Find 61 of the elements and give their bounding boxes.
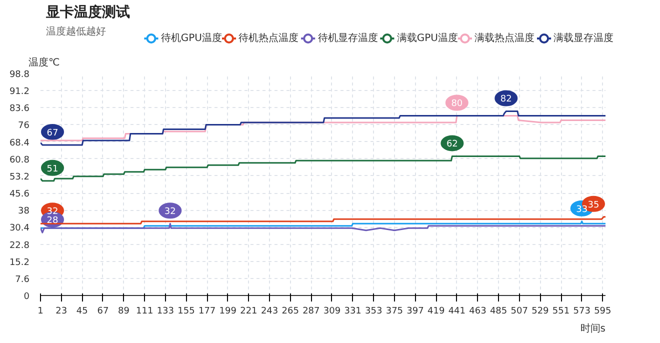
x-tick-label: 177 <box>198 306 216 316</box>
annotation: 33 <box>576 204 588 215</box>
chart-subtitle: 温度越低越好 <box>46 26 106 38</box>
x-tick-label: 1 <box>38 306 44 316</box>
y-tick-label: 53.2 <box>9 172 30 182</box>
y-tick-label: 76 <box>18 121 30 132</box>
y-tick-label: 30.4 <box>9 224 30 234</box>
legend-label: 满载GPU温度 <box>396 32 458 44</box>
x-tick-label: 353 <box>365 306 382 316</box>
annotation: 80 <box>451 99 463 110</box>
annotation: 67 <box>46 128 58 138</box>
x-tick-label: 573 <box>573 306 590 316</box>
legend-label: 待机热点温度 <box>238 32 299 44</box>
chart-title: 显卡温度测试 <box>44 4 130 20</box>
x-tick-label: 89 <box>118 306 130 316</box>
legend-label: 待机显存温度 <box>318 32 378 44</box>
x-tick-label: 529 <box>532 306 550 316</box>
y-tick-label: 91.2 <box>9 87 30 98</box>
annotation: 62 <box>446 140 458 150</box>
y-tick-label: 83.6 <box>9 104 30 114</box>
x-tick-label: 23 <box>56 306 68 316</box>
legend-label: 待机GPU温度 <box>160 32 222 44</box>
y-axis-title: 温度℃ <box>28 56 60 68</box>
x-tick-label: 309 <box>323 306 341 316</box>
annotation: 32 <box>164 207 176 218</box>
x-tick-label: 243 <box>260 306 278 316</box>
x-tick-label: 45 <box>76 306 88 316</box>
x-tick-label: 287 <box>302 306 320 316</box>
x-tick-label: 397 <box>406 306 424 316</box>
annotation: 35 <box>588 200 600 210</box>
x-tick-label: 419 <box>428 306 445 316</box>
x-tick-label: 221 <box>240 306 258 316</box>
y-tick-label: 7.6 <box>15 274 30 285</box>
legend-label: 满载显存温度 <box>554 32 614 44</box>
y-tick-label: 60.8 <box>9 155 30 166</box>
y-tick-label: 22.8 <box>9 240 30 251</box>
line-series <box>40 155 606 182</box>
x-tick-label: 595 <box>594 306 612 316</box>
y-tick-label: 15.2 <box>9 258 30 268</box>
x-tick-label: 551 <box>552 306 570 316</box>
x-tick-label: 199 <box>219 306 237 316</box>
y-tick-label: 0 <box>24 292 30 302</box>
y-tick-label: 68.4 <box>9 138 30 148</box>
y-tick-label: 45.6 <box>9 190 30 200</box>
x-tick-label: 331 <box>344 306 362 316</box>
x-tick-label: 375 <box>386 306 404 316</box>
x-tick-label: 507 <box>510 306 528 316</box>
annotation: 51 <box>46 164 58 174</box>
annotation: 82 <box>500 94 512 105</box>
y-tick-label: 38 <box>18 206 30 217</box>
x-tick-label: 111 <box>136 306 154 316</box>
y-tick-label: 98.8 <box>9 70 30 80</box>
x-tick-label: 133 <box>156 306 174 316</box>
x-tick-label: 155 <box>178 306 195 316</box>
x-tick-label: 485 <box>490 306 508 316</box>
x-tick-label: 463 <box>469 306 486 316</box>
x-tick-label: 67 <box>97 306 109 316</box>
legend-label: 满载热点温度 <box>474 32 535 44</box>
x-axis-title: 时间s <box>580 322 606 334</box>
x-tick-label: 441 <box>448 306 466 316</box>
x-tick-label: 265 <box>282 306 299 316</box>
